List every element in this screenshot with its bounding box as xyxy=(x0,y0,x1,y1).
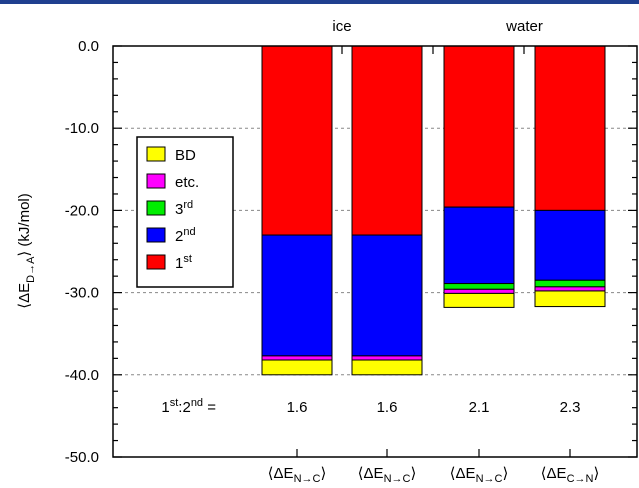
bar-segment xyxy=(443,45,515,208)
bar-segment xyxy=(261,45,333,236)
bar-segment xyxy=(534,45,606,211)
bar-segment xyxy=(261,355,333,361)
plot-frame xyxy=(112,45,638,458)
ratio-value: 1.6 xyxy=(377,399,398,416)
bar-segment xyxy=(534,286,606,292)
legend-swatch xyxy=(146,254,166,270)
x-tick-label: ⟨ΔEN→C⟩ xyxy=(268,465,327,485)
x-tick-label: ⟨ΔEN→C⟩ xyxy=(358,465,417,485)
x-tick-label: ⟨ΔEC→N⟩ xyxy=(541,465,600,485)
bar-segment xyxy=(351,234,423,357)
bar-segment xyxy=(261,234,333,357)
legend: BD etc. 3rd 2nd 1st xyxy=(136,136,234,288)
ratio-value: 2.3 xyxy=(560,399,581,416)
y-tick-label: -10.0 xyxy=(65,120,99,137)
bar-segment xyxy=(443,206,515,285)
bar-segment xyxy=(351,359,423,376)
bar-segment xyxy=(351,355,423,361)
y-tick-label: -40.0 xyxy=(65,367,99,384)
group-label: ice xyxy=(332,18,351,35)
legend-label: BD xyxy=(175,147,196,164)
x-tick-label: ⟨ΔEN→C⟩ xyxy=(450,465,509,485)
legend-label: 1st xyxy=(175,253,192,272)
legend-label: 2nd xyxy=(175,226,196,245)
bar-segment xyxy=(534,290,606,308)
y-tick-label: -30.0 xyxy=(65,285,99,302)
axes xyxy=(112,45,638,458)
ratio-row-label: 1st:2nd = xyxy=(161,397,216,416)
bar-segment xyxy=(443,283,515,290)
bar-segment xyxy=(534,209,606,281)
ratio-value: 2.1 xyxy=(469,399,490,416)
bar-segment xyxy=(534,279,606,288)
legend-label: etc. xyxy=(175,174,199,191)
y-tick-label: -50.0 xyxy=(65,449,99,466)
y-tick-label: 0.0 xyxy=(78,38,99,55)
y-axis-label: ⟨ΔED→A⟩ (kJ/mol) xyxy=(16,193,37,309)
legend-label: 3rd xyxy=(175,199,193,218)
bar-segment xyxy=(351,45,423,236)
legend-swatch xyxy=(146,146,166,162)
bar-segment xyxy=(443,288,515,294)
ratio-value: 1.6 xyxy=(287,399,308,416)
legend-swatch xyxy=(146,173,166,189)
bar-segment xyxy=(261,359,333,376)
bars xyxy=(261,45,606,376)
labels: 0.0 -10.0 -20.0 -30.0 -40.0 -50.0 ⟨ΔED→A⟩ (kJ/… xyxy=(16,18,599,485)
y-tick-label: -20.0 xyxy=(65,202,99,219)
group-label: water xyxy=(505,18,543,35)
top-rule xyxy=(0,0,639,4)
bar-segment xyxy=(443,292,515,308)
legend-swatch xyxy=(146,227,166,243)
legend-swatch xyxy=(146,200,166,216)
